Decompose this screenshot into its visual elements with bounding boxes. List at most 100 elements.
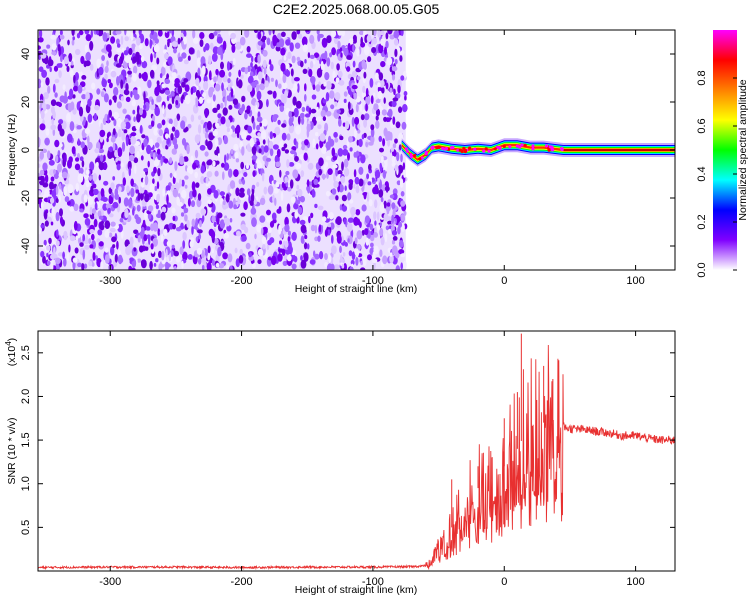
noise-cell — [172, 137, 178, 146]
noise-cell — [264, 80, 269, 88]
noise-cell — [331, 245, 337, 255]
noise-cell — [200, 208, 207, 216]
noise-cell — [294, 155, 299, 162]
noise-cell — [229, 188, 233, 194]
y-tick-label: 0 — [20, 147, 32, 153]
noise-cell — [355, 184, 360, 194]
noise-cell — [331, 47, 336, 56]
spectrogram-xlabel: Height of straight line (km) — [295, 283, 418, 295]
noise-cell — [282, 74, 287, 84]
noise-cell — [287, 187, 292, 192]
noise-cell — [130, 135, 137, 145]
noise-cell — [80, 141, 85, 149]
noise-cell — [46, 150, 51, 159]
noise-cell — [181, 94, 185, 100]
noise-cell — [61, 171, 68, 179]
noise-cell — [75, 48, 81, 56]
noise-cell — [38, 176, 44, 181]
noise-cell — [265, 157, 272, 162]
noise-cell — [104, 247, 109, 253]
noise-cell — [324, 161, 329, 168]
noise-cell — [320, 109, 326, 118]
noise-cell — [171, 41, 178, 47]
noise-cell — [313, 178, 319, 185]
noise-cell — [343, 158, 349, 168]
noise-cell — [247, 84, 253, 93]
noise-cell — [289, 179, 294, 189]
noise-cell — [241, 131, 247, 140]
noise-cell — [332, 164, 338, 169]
noise-cell — [88, 175, 92, 181]
noise-cell — [90, 185, 94, 193]
noise-cell — [107, 79, 112, 84]
noise-cell — [328, 212, 334, 220]
noise-cell — [174, 161, 178, 171]
snr-scale-note: (x104) — [4, 338, 18, 366]
noise-cell — [387, 30, 393, 35]
noise-cell — [137, 258, 142, 263]
noise-cell — [192, 30, 196, 39]
noise-cell — [222, 171, 225, 181]
noise-cell — [318, 157, 324, 167]
noise-cell — [284, 90, 289, 98]
signal-peak — [547, 148, 551, 152]
noise-cell — [224, 203, 229, 209]
noise-cell — [374, 184, 379, 193]
noise-cell — [222, 252, 229, 260]
y-tick-label: 20 — [20, 96, 32, 108]
noise-cell — [137, 192, 141, 201]
noise-cell — [392, 116, 396, 125]
noise-cell — [251, 81, 257, 87]
noise-cell — [277, 32, 282, 40]
noise-cell — [76, 32, 81, 39]
noise-cell — [64, 196, 70, 203]
noise-cell — [54, 78, 60, 84]
noise-cell — [333, 264, 340, 270]
noise-cell — [206, 120, 212, 131]
colorbar-tick-label: 0.2 — [696, 214, 708, 229]
noise-cell — [67, 159, 72, 169]
noise-cell — [187, 123, 192, 129]
noise-cell — [89, 206, 93, 216]
noise-cell — [266, 244, 270, 251]
noise-cell — [213, 221, 217, 227]
noise-cell — [206, 98, 212, 104]
noise-cell — [45, 77, 50, 86]
signal-peak — [456, 148, 460, 152]
noise-cell — [364, 215, 370, 224]
noise-cell — [270, 255, 277, 266]
noise-cell — [181, 40, 184, 48]
noise-cell — [380, 184, 387, 192]
noise-cell — [135, 37, 141, 46]
noise-cell — [333, 131, 338, 138]
noise-cell — [303, 152, 308, 161]
noise-cell — [403, 210, 407, 216]
noise-cell — [364, 34, 368, 44]
noise-cell — [309, 60, 314, 69]
noise-cell — [378, 189, 384, 198]
noise-cell — [52, 83, 56, 93]
noise-cell — [126, 30, 131, 37]
noise-cell — [391, 214, 395, 224]
noise-cell — [58, 194, 61, 203]
noise-cell — [112, 201, 119, 209]
noise-cell — [394, 164, 399, 172]
noise-cell — [392, 193, 398, 201]
noise-cell — [215, 262, 220, 268]
noise-cell — [62, 95, 68, 104]
noise-cell — [285, 170, 290, 176]
noise-cell — [272, 114, 279, 119]
noise-cell — [171, 148, 177, 155]
noise-cell — [156, 84, 162, 91]
noise-cell — [124, 208, 129, 219]
noise-cell — [286, 159, 290, 168]
noise-cell — [314, 203, 318, 209]
noise-cell — [83, 213, 89, 219]
noise-cell — [73, 74, 76, 84]
noise-cell — [250, 62, 253, 68]
noise-cell — [200, 119, 204, 125]
noise-cell — [194, 171, 198, 179]
snr-series-line — [38, 344, 675, 571]
noise-cell — [341, 205, 348, 212]
noise-cell — [46, 44, 51, 49]
